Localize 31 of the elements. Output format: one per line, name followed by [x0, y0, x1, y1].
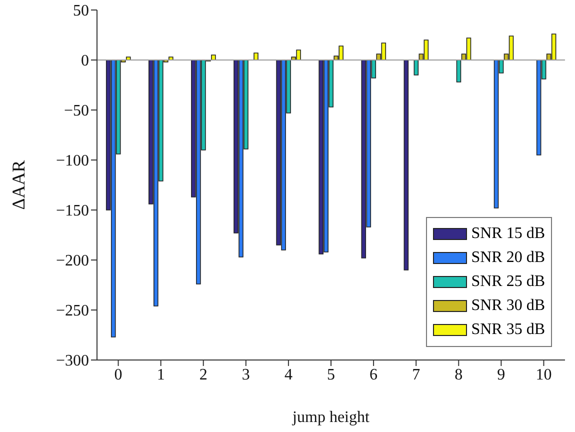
x-tick-label: 3: [242, 366, 250, 384]
x-tick-label: 10: [536, 366, 552, 384]
x-tick-label: 4: [284, 366, 292, 384]
x-tick-label: 5: [327, 366, 335, 384]
y-tick-label: −300: [56, 352, 89, 370]
y-tick-label: −50: [64, 102, 89, 120]
bar: [456, 60, 462, 82]
bar: [254, 52, 258, 60]
x-tick-label: 6: [370, 366, 378, 384]
bar: [414, 60, 419, 76]
x-tick-label: 2: [199, 366, 208, 384]
x-tick-label: 0: [114, 366, 122, 384]
y-tick-label: −150: [56, 202, 89, 220]
legend-label: SNR 25 dB: [471, 273, 545, 291]
y-tick-label: −200: [56, 252, 89, 270]
legend-label: SNR 15 dB: [471, 225, 545, 243]
x-tick-label: 7: [412, 366, 420, 384]
x-tick-label: 9: [497, 366, 506, 384]
legend-label: SNR 30 dB: [471, 297, 545, 315]
bar: [211, 54, 216, 60]
y-tick-label: −100: [56, 152, 89, 170]
y-tick-label: 50: [73, 2, 89, 20]
y-axis-title: ΔAAR: [8, 160, 28, 210]
bar: [404, 60, 409, 270]
x-axis-title: jump height: [292, 409, 370, 426]
legend-label: SNR 20 dB: [471, 249, 545, 267]
x-tick-label: 1: [156, 366, 165, 384]
y-tick-label: 0: [81, 52, 89, 70]
legend-label: SNR 35 dB: [471, 321, 545, 339]
y-tick-label: −250: [56, 302, 89, 320]
x-tick-label: 8: [454, 366, 463, 384]
